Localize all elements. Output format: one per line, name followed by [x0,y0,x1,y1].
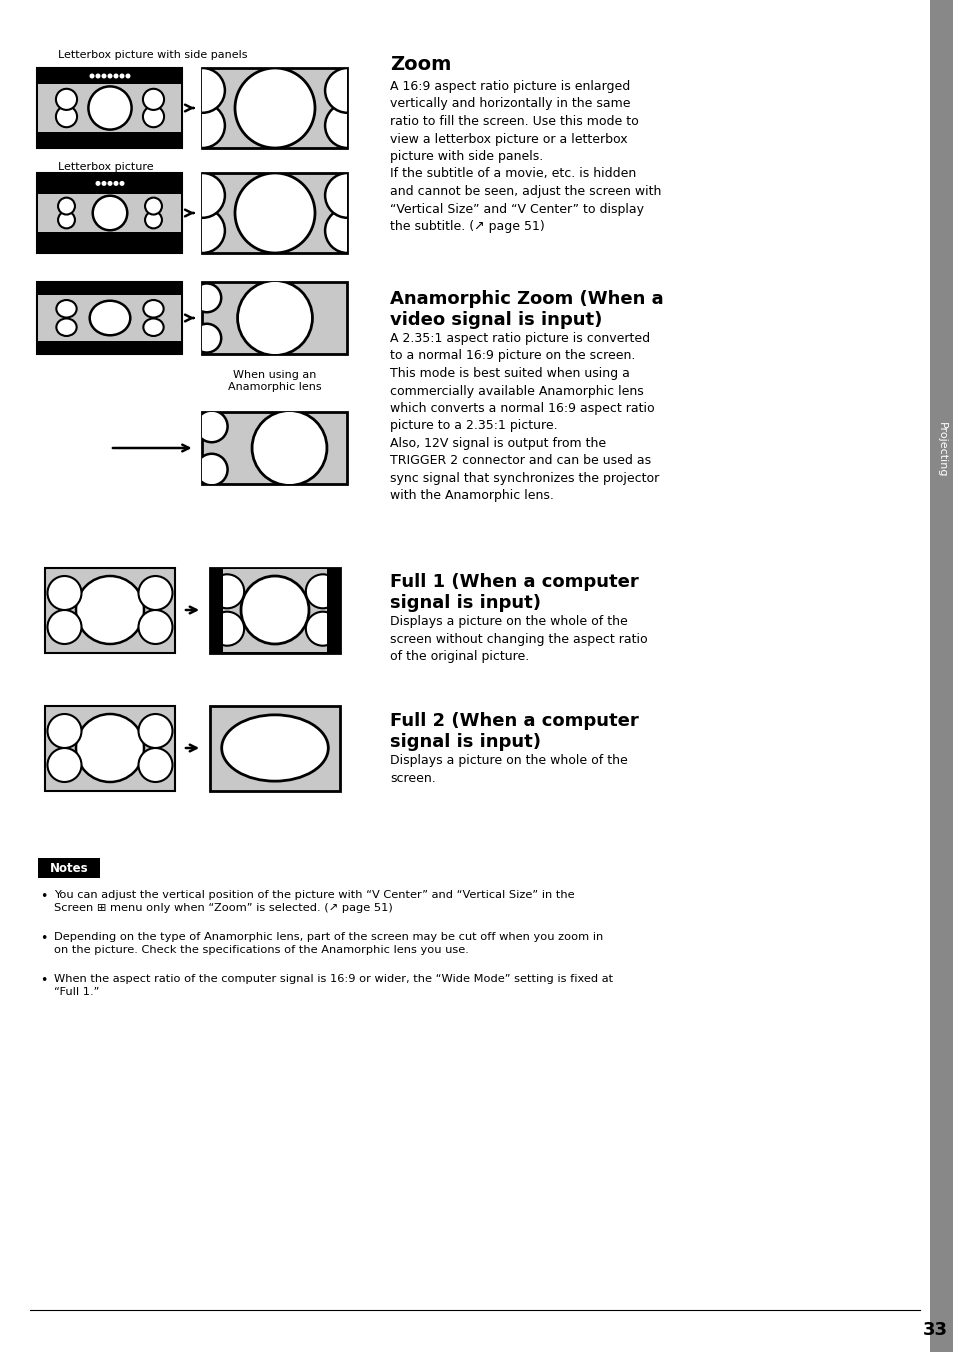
Text: Displays a picture on the whole of the
screen.: Displays a picture on the whole of the s… [390,754,627,784]
Text: Anamorphic Zoom (When a
video signal is input): Anamorphic Zoom (When a video signal is … [390,289,663,329]
Bar [37,68,182,147]
Circle shape [48,576,81,610]
Circle shape [58,197,75,215]
Circle shape [325,68,370,112]
Text: •: • [40,932,48,945]
Circle shape [92,196,127,230]
Circle shape [234,68,314,147]
Circle shape [108,74,112,78]
Circle shape [180,68,225,112]
Bar [38,859,100,877]
Circle shape [138,748,172,781]
Text: 33: 33 [922,1321,946,1338]
Circle shape [145,197,162,215]
Circle shape [180,103,225,147]
Text: A 16:9 aspect ratio picture is enlarged
vertically and horizontally in the same
: A 16:9 aspect ratio picture is enlarged … [390,80,660,233]
Circle shape [210,611,244,646]
Circle shape [48,748,81,781]
Text: Letterbox picture with side panels: Letterbox picture with side panels [58,50,247,59]
Bar [202,412,347,484]
Ellipse shape [90,300,131,335]
Bar [37,283,182,354]
Circle shape [210,575,244,608]
Circle shape [114,74,117,78]
Circle shape [89,87,132,130]
Circle shape [234,173,314,253]
Circle shape [96,74,100,78]
Circle shape [102,74,106,78]
Text: You can adjust the vertical position of the picture with “V Center” and “Vertica: You can adjust the vertical position of … [54,890,574,913]
Text: •: • [40,973,48,987]
Circle shape [138,714,172,748]
Circle shape [143,89,164,110]
Circle shape [325,103,370,147]
Circle shape [193,284,221,312]
Circle shape [96,181,100,185]
Ellipse shape [143,300,164,318]
Bar [38,295,181,341]
Bar [37,173,182,253]
Text: A 2.35:1 aspect ratio picture is converted
to a normal 16:9 picture on the scree: A 2.35:1 aspect ratio picture is convert… [390,333,659,503]
Bar [210,568,339,653]
Circle shape [120,181,124,185]
Text: When using an
Anamorphic lens: When using an Anamorphic lens [228,370,321,392]
Circle shape [180,208,225,253]
Circle shape [138,610,172,644]
Bar [929,0,953,1352]
Circle shape [56,105,77,127]
Circle shape [48,714,81,748]
Ellipse shape [56,319,76,335]
Circle shape [180,173,225,218]
Bar [223,568,327,652]
Circle shape [325,208,370,253]
Circle shape [252,411,327,485]
Bar [38,193,181,233]
Circle shape [193,323,221,353]
Circle shape [195,454,228,485]
Text: Displays a picture on the whole of the
screen without changing the aspect ratio
: Displays a picture on the whole of the s… [390,615,647,662]
Circle shape [120,74,124,78]
Text: Full 2 (When a computer
signal is input): Full 2 (When a computer signal is input) [390,713,639,750]
Circle shape [145,211,162,228]
Text: Letterbox picture: Letterbox picture [58,162,153,172]
Circle shape [306,611,339,646]
Text: Projecting: Projecting [936,422,946,477]
Ellipse shape [56,300,76,318]
Circle shape [48,610,81,644]
Ellipse shape [143,319,164,335]
Text: When the aspect ratio of the computer signal is 16:9 or wider, the “Wide Mode” s: When the aspect ratio of the computer si… [54,973,613,998]
Circle shape [237,281,313,356]
Bar [202,173,347,253]
Circle shape [91,74,93,78]
Circle shape [325,173,370,218]
Text: Zoom: Zoom [390,55,451,74]
Circle shape [306,575,339,608]
Text: Notes: Notes [50,861,89,875]
Text: •: • [40,890,48,903]
Text: Depending on the type of Anamorphic lens, part of the screen may be cut off when: Depending on the type of Anamorphic lens… [54,932,602,956]
Bar [38,84,181,132]
Circle shape [195,411,228,442]
Circle shape [143,105,164,127]
Bar [210,706,339,791]
Circle shape [58,211,75,228]
Circle shape [126,74,130,78]
Bar [202,68,347,147]
Bar [202,283,347,354]
Circle shape [76,576,144,644]
Circle shape [108,181,112,185]
Circle shape [102,181,106,185]
Text: Full 1 (When a computer
signal is input): Full 1 (When a computer signal is input) [390,573,639,612]
Circle shape [56,89,77,110]
Ellipse shape [221,715,328,781]
Bar [45,568,174,653]
Circle shape [138,576,172,610]
Circle shape [241,576,309,644]
Circle shape [114,181,117,185]
Bar [45,706,174,791]
Circle shape [76,714,144,781]
